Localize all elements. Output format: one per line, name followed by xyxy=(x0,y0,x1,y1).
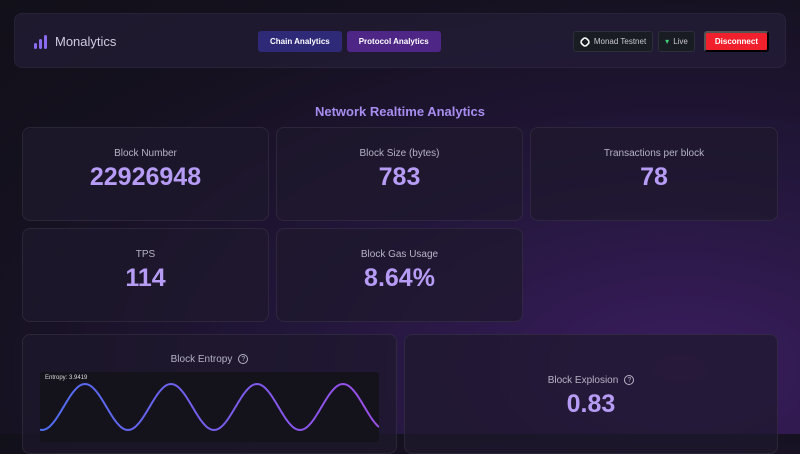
entropy-label: Block Entropy xyxy=(170,354,233,365)
stat-label: Block Number xyxy=(114,148,177,159)
wifi-icon: ▾ xyxy=(665,37,670,46)
block-entropy-card: Block Entropy? Entropy: 3.9419 xyxy=(22,334,397,454)
help-icon[interactable]: ? xyxy=(238,354,249,365)
help-icon[interactable]: ? xyxy=(624,375,635,386)
stat-value: 78 xyxy=(640,163,668,191)
disconnect-button[interactable]: Disconnect xyxy=(703,31,769,52)
explosion-title: Block Explosion? xyxy=(405,375,777,386)
stat-label: Block Size (bytes) xyxy=(359,148,440,159)
explosion-label: Block Explosion xyxy=(547,375,619,386)
page-title: Network Realtime Analytics xyxy=(314,104,486,119)
stat-value: 8.64% xyxy=(364,264,435,292)
gas-usage-card: Block Gas Usage 8.64% xyxy=(276,228,523,322)
stat-value: 22926948 xyxy=(89,163,202,191)
live-status: ▾ Live xyxy=(658,31,695,52)
entropy-readout: Entropy: 3.9419 xyxy=(45,375,88,381)
tx-per-block-card: Transactions per block 78 xyxy=(530,127,778,221)
network-selector[interactable]: Monad Testnet xyxy=(572,31,654,52)
stat-value: 783 xyxy=(378,163,421,191)
block-number-card: Block Number 22926948 xyxy=(22,127,269,221)
tps-card: TPS 114 xyxy=(22,228,269,322)
explosion-value: 0.83 xyxy=(566,390,616,418)
entropy-wave-line xyxy=(40,382,379,432)
chain-analytics-button[interactable]: Chain Analytics xyxy=(258,31,342,52)
live-label: Live xyxy=(673,37,688,46)
stat-value: 114 xyxy=(125,264,166,292)
bar-chart-icon xyxy=(34,34,47,49)
entropy-title: Block Entropy? xyxy=(23,354,396,365)
network-name: Monad Testnet xyxy=(593,37,647,46)
app-name: Monalytics xyxy=(55,34,117,49)
stat-label: Block Gas Usage xyxy=(360,249,439,260)
logo[interactable]: Monalytics xyxy=(33,34,116,49)
block-explosion-card: Block Explosion? 0.83 xyxy=(404,334,778,454)
top-header: Monalytics Chain Analytics Protocol Anal… xyxy=(14,13,786,68)
stat-label: TPS xyxy=(135,249,156,260)
block-size-card: Block Size (bytes) 783 xyxy=(276,127,523,221)
monad-logo-icon xyxy=(580,36,590,47)
stat-label: Transactions per block xyxy=(603,148,705,159)
protocol-analytics-button[interactable]: Protocol Analytics xyxy=(346,31,441,52)
entropy-wave-canvas: Entropy: 3.9419 xyxy=(40,372,379,442)
